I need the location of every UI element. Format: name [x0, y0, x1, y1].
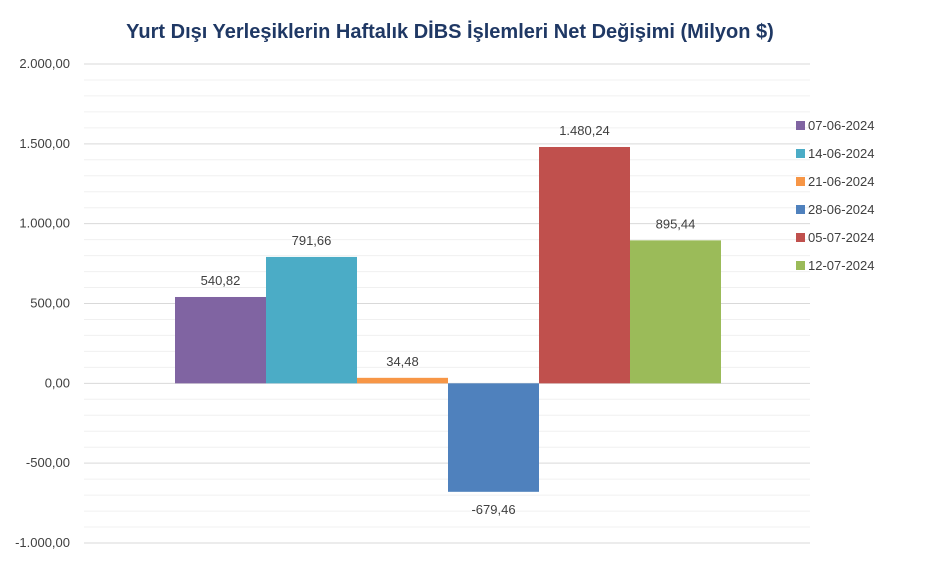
bar-21-06-2024	[357, 377, 448, 384]
legend-label: 28-06-2024	[808, 202, 875, 217]
data-label: 34,48	[386, 354, 419, 369]
y-tick-label: 0,00	[45, 375, 70, 390]
bar-05-07-2024	[539, 146, 630, 384]
data-label: 1.480,24	[559, 123, 610, 138]
y-tick-label: 1.500,00	[19, 136, 70, 151]
legend-label: 21-06-2024	[808, 174, 875, 189]
legend-swatch	[796, 149, 805, 158]
y-axis-labels: 2.000,00 1.500,00 1.000,00 500,00 0,00 -500,0…	[15, 56, 70, 550]
bars-layer	[175, 146, 721, 492]
bar-28-06-2024	[448, 383, 539, 492]
legend-label: 14-06-2024	[808, 146, 875, 161]
legend-swatch	[796, 261, 805, 270]
y-tick-label: 2.000,00	[19, 56, 70, 71]
legend-swatch	[796, 233, 805, 242]
bar-07-06-2024	[175, 296, 266, 384]
y-tick-label: 500,00	[30, 296, 70, 311]
data-label: -679,46	[471, 502, 515, 517]
legend-swatch	[796, 205, 805, 214]
data-label: 540,82	[201, 273, 241, 288]
legend-label: 12-07-2024	[808, 258, 875, 273]
bar-12-07-2024	[630, 240, 721, 384]
legend-swatch	[796, 177, 805, 186]
legend: 07-06-2024 14-06-2024 21-06-2024 28-06-2024…	[796, 118, 875, 273]
data-label: 791,66	[292, 233, 332, 248]
data-labels: 540,82 791,66 34,48 -679,46 1.480,24 895,44	[201, 123, 696, 517]
y-tick-label: -1.000,00	[15, 535, 70, 550]
y-tick-label: 1.000,00	[19, 216, 70, 231]
legend-label: 07-06-2024	[808, 118, 875, 133]
chart-title: Yurt Dışı Yerleşiklerin Haftalık DİBS İş…	[126, 20, 774, 43]
legend-swatch	[796, 121, 805, 130]
data-label: 895,44	[656, 216, 696, 231]
legend-label: 05-07-2024	[808, 230, 875, 245]
bar-14-06-2024	[266, 256, 357, 384]
y-tick-label: -500,00	[26, 455, 70, 470]
